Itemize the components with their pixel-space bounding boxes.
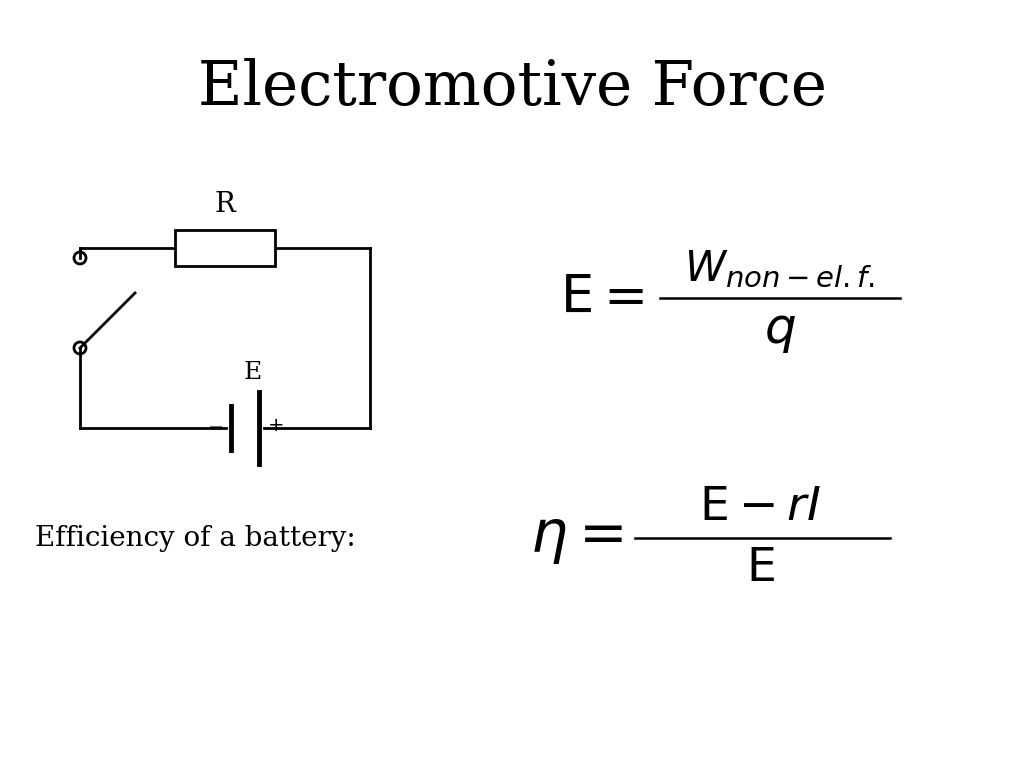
Text: $\mathrm{E}$: $\mathrm{E}$ xyxy=(745,546,774,591)
Text: $\mathit{q}$: $\mathit{q}$ xyxy=(764,306,796,356)
Text: $\mathit{W}_{\mathit{non-el.f.}}$: $\mathit{W}_{\mathit{non-el.f.}}$ xyxy=(684,248,876,290)
Text: $+$: $+$ xyxy=(267,417,284,435)
Text: $\mathrm{E} - \mathit{rI}$: $\mathrm{E} - \mathit{rI}$ xyxy=(699,485,821,530)
Text: E: E xyxy=(244,361,262,384)
Text: Efficiency of a battery:: Efficiency of a battery: xyxy=(35,525,355,551)
Text: $\mathrm{E} =$: $\mathrm{E} =$ xyxy=(560,273,644,323)
Bar xyxy=(175,230,275,266)
Text: R: R xyxy=(215,191,236,218)
Text: $-$: $-$ xyxy=(207,417,223,435)
Text: $\eta =$: $\eta =$ xyxy=(530,510,623,566)
Text: Electromotive Force: Electromotive Force xyxy=(198,58,826,118)
